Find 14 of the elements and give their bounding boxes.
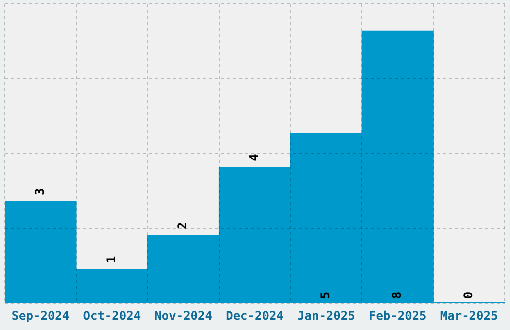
data-label: 1 (104, 256, 118, 264)
data-label: 8 (390, 292, 404, 300)
data-label: 5 (318, 292, 333, 300)
data-label: 0 (461, 292, 476, 300)
data-label: 2 (176, 222, 190, 230)
data-label: 4 (247, 154, 262, 162)
x-tick-label: Jan-2025 (298, 308, 356, 323)
x-tick-label: Sep-2024 (12, 308, 70, 323)
x-tick-label: Mar-2025 (440, 308, 498, 323)
x-tick-label: Nov-2024 (154, 308, 212, 323)
x-tick-label: Dec-2024 (226, 308, 284, 323)
data-label: 3 (32, 188, 47, 196)
x-tick-label: Oct-2024 (83, 308, 142, 323)
x-tick-label: Feb-2025 (368, 308, 427, 323)
